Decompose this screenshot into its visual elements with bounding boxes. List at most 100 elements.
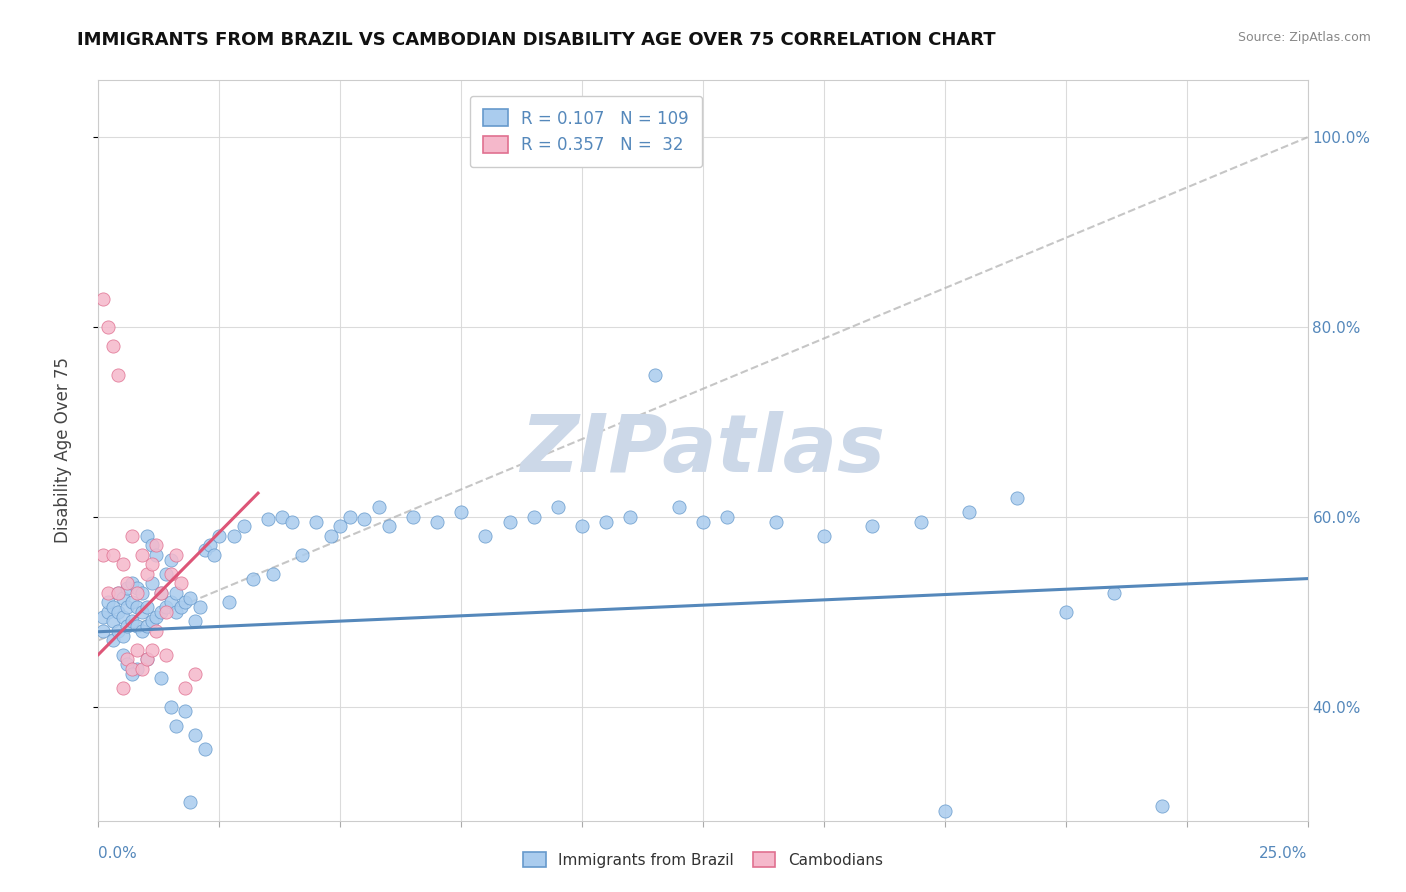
Point [377, 519, 399, 533]
Point [135, 619, 157, 633]
Point [910, 515, 932, 529]
Point [169, 576, 191, 591]
Point [107, 586, 129, 600]
Point [121, 662, 143, 676]
Point [860, 519, 883, 533]
Point [184, 615, 207, 629]
Point [1054, 605, 1077, 619]
Point [595, 515, 617, 529]
Point [150, 605, 173, 619]
Point [426, 515, 449, 529]
Point [131, 586, 153, 600]
Point [101, 600, 124, 615]
Point [131, 605, 153, 619]
Point [155, 648, 177, 662]
Point [547, 500, 569, 515]
Point [194, 742, 217, 756]
Point [329, 519, 352, 533]
Point [155, 600, 177, 615]
Point [131, 662, 153, 676]
Point [174, 705, 197, 719]
Point [97, 586, 120, 600]
Y-axis label: Disability Age Over 75: Disability Age Over 75 [53, 358, 72, 543]
Point [179, 795, 201, 809]
Point [498, 515, 520, 529]
Point [619, 509, 641, 524]
Point [117, 581, 139, 595]
Point [141, 615, 163, 629]
Point [155, 566, 177, 581]
Point [692, 515, 714, 529]
Point [107, 368, 129, 382]
Point [353, 512, 375, 526]
Point [188, 600, 211, 615]
Point [450, 505, 472, 519]
Text: IMMIGRANTS FROM BRAZIL VS CAMBODIAN DISABILITY AGE OVER 75 CORRELATION CHART: IMMIGRANTS FROM BRAZIL VS CAMBODIAN DISA… [77, 31, 995, 49]
Point [107, 586, 129, 600]
Point [135, 566, 157, 581]
Point [121, 615, 143, 629]
Point [155, 605, 177, 619]
Point [117, 657, 139, 671]
Point [242, 572, 264, 586]
Point [91, 548, 114, 562]
Point [111, 591, 134, 605]
Point [141, 576, 163, 591]
Point [402, 509, 425, 524]
Point [813, 529, 835, 543]
Point [160, 595, 183, 609]
Point [117, 619, 139, 633]
Point [101, 615, 124, 629]
Point [117, 652, 139, 666]
Point [111, 681, 134, 695]
Point [198, 538, 221, 552]
Point [107, 605, 129, 619]
Point [150, 671, 173, 685]
Point [121, 576, 143, 591]
Point [141, 538, 163, 552]
Point [135, 600, 157, 615]
Point [305, 515, 328, 529]
Point [910, 823, 932, 838]
Point [107, 624, 129, 638]
Point [184, 666, 207, 681]
Text: Source: ZipAtlas.com: Source: ZipAtlas.com [1237, 31, 1371, 45]
Point [934, 804, 956, 818]
Point [1102, 586, 1125, 600]
Point [135, 652, 157, 666]
Point [281, 515, 304, 529]
Point [101, 339, 124, 353]
Point [218, 595, 240, 609]
Point [97, 605, 120, 619]
Point [339, 509, 361, 524]
Point [145, 624, 167, 638]
Point [208, 529, 231, 543]
Point [319, 529, 342, 543]
Point [184, 728, 207, 742]
Point [101, 633, 124, 648]
Point [160, 566, 183, 581]
Point [765, 515, 787, 529]
Text: 25.0%: 25.0% [1260, 846, 1308, 861]
Point [127, 581, 149, 595]
Point [135, 652, 157, 666]
Point [957, 505, 980, 519]
Point [150, 586, 173, 600]
Point [165, 548, 187, 562]
Point [127, 600, 149, 615]
Point [145, 609, 167, 624]
Point [1007, 491, 1029, 505]
Point [271, 509, 294, 524]
Point [262, 566, 284, 581]
Point [121, 666, 143, 681]
Point [145, 538, 167, 552]
Point [97, 595, 120, 609]
Point [232, 519, 254, 533]
Point [91, 624, 114, 638]
Point [117, 600, 139, 615]
Point [644, 368, 666, 382]
Point [117, 576, 139, 591]
Point [127, 662, 149, 676]
Point [111, 648, 134, 662]
Point [121, 595, 143, 609]
